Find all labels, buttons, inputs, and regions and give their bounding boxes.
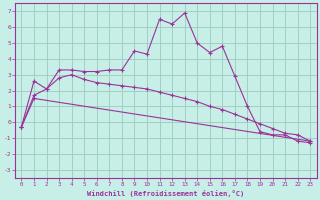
X-axis label: Windchill (Refroidissement éolien,°C): Windchill (Refroidissement éolien,°C) (87, 190, 244, 197)
